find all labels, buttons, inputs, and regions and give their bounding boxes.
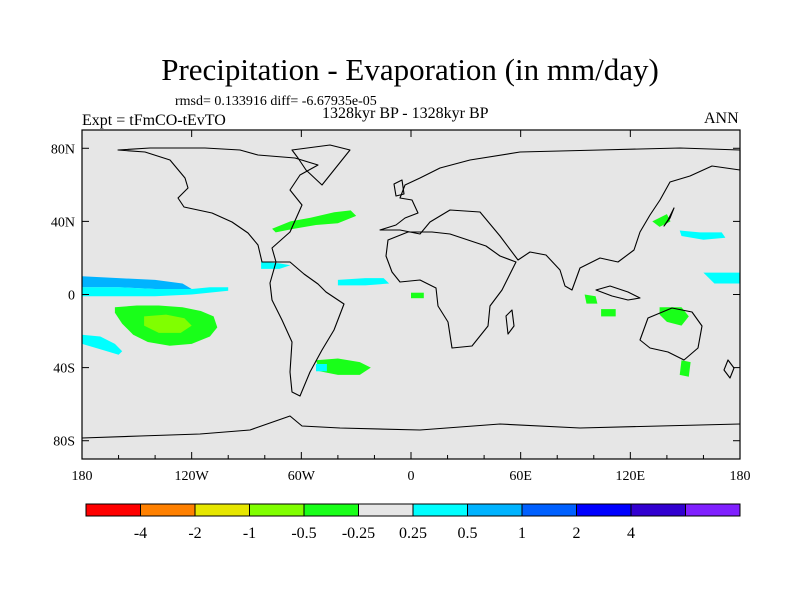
- colorbar-swatch: [685, 503, 741, 517]
- colorbar-label: -2: [188, 525, 201, 542]
- region-tasman-anomaly: [679, 360, 691, 377]
- coastline-indonesia: [595, 285, 641, 301]
- colorbar-label: 0.5: [458, 525, 478, 542]
- coastline-eurasia: [379, 147, 741, 291]
- region-atlantic-itcz-positive: [337, 278, 390, 286]
- region-south-atlantic-anomaly: [316, 358, 371, 375]
- y-tick-label: 80S: [53, 435, 75, 450]
- x-axis-ticks: 180 120W 60W 0 60E 120E 180: [72, 130, 751, 484]
- coastline-south-america: [269, 261, 345, 397]
- colorbar-swatch: [85, 503, 141, 517]
- region-gulf-of-guinea-anomaly: [411, 292, 424, 299]
- colorbar-swatch: [412, 503, 468, 517]
- colorbar-swatch: [140, 503, 196, 517]
- period-label: 1328kyr BP - 1328kyr BP: [322, 105, 489, 122]
- colorbar-label: -1: [243, 525, 256, 542]
- region-kuroshio-positive: [679, 230, 726, 240]
- colorbar-label: -0.25: [342, 525, 375, 542]
- coastline-madagascar: [505, 309, 515, 335]
- region-south-asia-anomaly: [601, 309, 616, 317]
- region-patagonia-positive: [316, 364, 327, 372]
- region-indonesia-anomaly: [584, 294, 598, 304]
- region-australia-coast-anomaly: [659, 307, 689, 326]
- colorbar-swatch: [303, 503, 359, 517]
- coastlines: [81, 144, 741, 439]
- region-japan-anomaly: [652, 214, 671, 227]
- colorbar-swatch: [194, 503, 250, 517]
- colorbar-swatch: [521, 503, 577, 517]
- x-tick-label: 120E: [616, 469, 646, 484]
- region-equatorial-pacific-positive: [82, 276, 192, 289]
- x-tick-label: 120W: [175, 469, 210, 484]
- colorbar-swatch: [249, 503, 305, 517]
- region-south-pacific-positive: [82, 334, 123, 355]
- colorbar-label: -4: [134, 525, 147, 542]
- colorbar-swatch: [630, 503, 686, 517]
- coastline-new-zealand: [723, 359, 735, 379]
- coastline-north-america: [117, 147, 319, 263]
- coastline-africa: [385, 231, 517, 349]
- colorbar-swatch: [576, 503, 632, 517]
- region-equatorial-pacific-positive-band: [82, 287, 229, 297]
- colorbar-label: 1: [518, 525, 526, 542]
- y-tick-label: 0: [68, 289, 75, 304]
- x-tick-label: 0: [408, 469, 415, 484]
- colorbar-swatch: [358, 503, 414, 517]
- coastline-antarctica: [81, 415, 741, 439]
- x-tick-label: 180: [72, 469, 93, 484]
- coastline-greenland: [291, 144, 351, 186]
- y-tick-label: 40S: [53, 362, 75, 377]
- colorbar-swatch: [467, 503, 523, 517]
- region-south-pacific-core: [144, 314, 192, 333]
- colorbar-label: 2: [573, 525, 581, 542]
- season-label: ANN: [704, 110, 739, 127]
- y-tick-label: 40N: [51, 215, 75, 230]
- region-west-pacific-positive: [703, 272, 740, 284]
- anomaly-regions: [82, 210, 740, 377]
- colorbar-label: -0.5: [291, 525, 316, 542]
- experiment-label: Expt = tFmCO-tEvTO: [82, 112, 226, 129]
- x-tick-label: 60E: [509, 469, 532, 484]
- stats-line: rmsd= 0.133916 diff= -6.67935e-05: [175, 94, 377, 109]
- y-axis-ticks: 80N 40N 0 40S 80S: [51, 142, 740, 450]
- y-tick-label: 80N: [51, 142, 75, 157]
- colorbar: -4 -2 -1 -0.5 -0.25 0.25 0.5 1 2 4: [85, 503, 741, 542]
- chart-title: Precipitation - Evaporation (in mm/day): [161, 52, 659, 87]
- coastline-uk: [393, 179, 405, 197]
- colorbar-label: 0.25: [399, 525, 427, 542]
- x-tick-label: 180: [730, 469, 751, 484]
- colorbar-label: 4: [627, 525, 635, 542]
- coastline-japan: [663, 207, 675, 227]
- coastline-australia: [639, 307, 703, 361]
- x-tick-label: 60W: [288, 469, 316, 484]
- region-caribbean-positive: [261, 261, 291, 269]
- region-north-atlantic-anomaly: [272, 210, 357, 233]
